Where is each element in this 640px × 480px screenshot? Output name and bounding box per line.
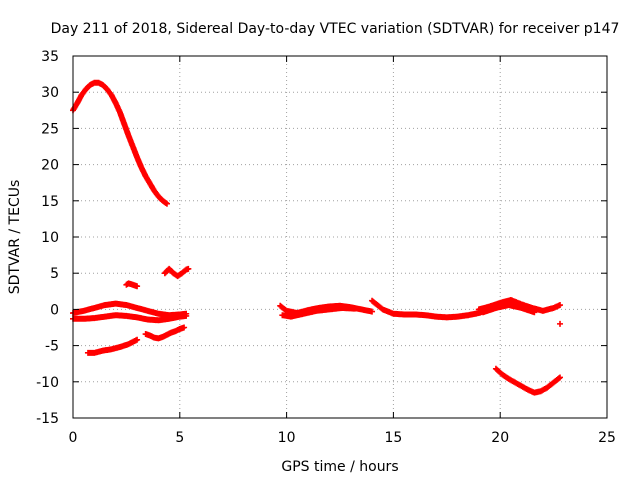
y-tick-label: -10 [36,375,59,391]
y-tick-labels: -15 -10 -5 0 5 10 15 20 25 30 35 [36,49,59,427]
grid-lines [73,56,607,418]
y-axis-label: SDTVAR / TECUs [7,180,23,295]
series-arc-3 [123,280,141,290]
series-arc-5 [161,265,192,280]
x-axis-label: GPS time / hours [281,459,398,475]
y-tick-label: 25 [41,121,59,137]
data-points [70,79,564,396]
series-midday-pass-b [279,304,358,320]
series-isolated [557,320,564,327]
x-tick-label: 0 [69,430,78,446]
series-high-arc [70,79,170,207]
series-late-pass-b [480,302,538,316]
y-tick-label: 15 [41,194,59,210]
series-low-v-arc [492,365,564,396]
series-rising-low [84,336,141,356]
chart-title: Day 211 of 2018, Sidereal Day-to-day VTE… [51,21,620,37]
y-tick-label: -15 [36,411,59,427]
y-tick-label: -5 [45,339,59,355]
series-late-pass [475,296,564,314]
x-tick-labels: 0 5 10 15 20 25 [69,430,616,446]
x-tick-label: 5 [175,430,184,446]
x-tick-label: 25 [598,430,616,446]
y-tick-label: 0 [50,302,59,318]
y-tick-label: 35 [41,49,59,65]
y-tick-label: 30 [41,85,59,101]
series-dip-arc [142,324,188,342]
y-tick-label: 5 [50,266,59,282]
y-tick-label: 10 [41,230,59,246]
x-tick-label: 15 [384,430,402,446]
x-tick-label: 20 [491,430,509,446]
series-afternoon-pass [369,297,493,321]
axis-ticks [72,55,608,419]
y-tick-label: 20 [41,158,59,174]
x-tick-label: 10 [278,430,296,446]
